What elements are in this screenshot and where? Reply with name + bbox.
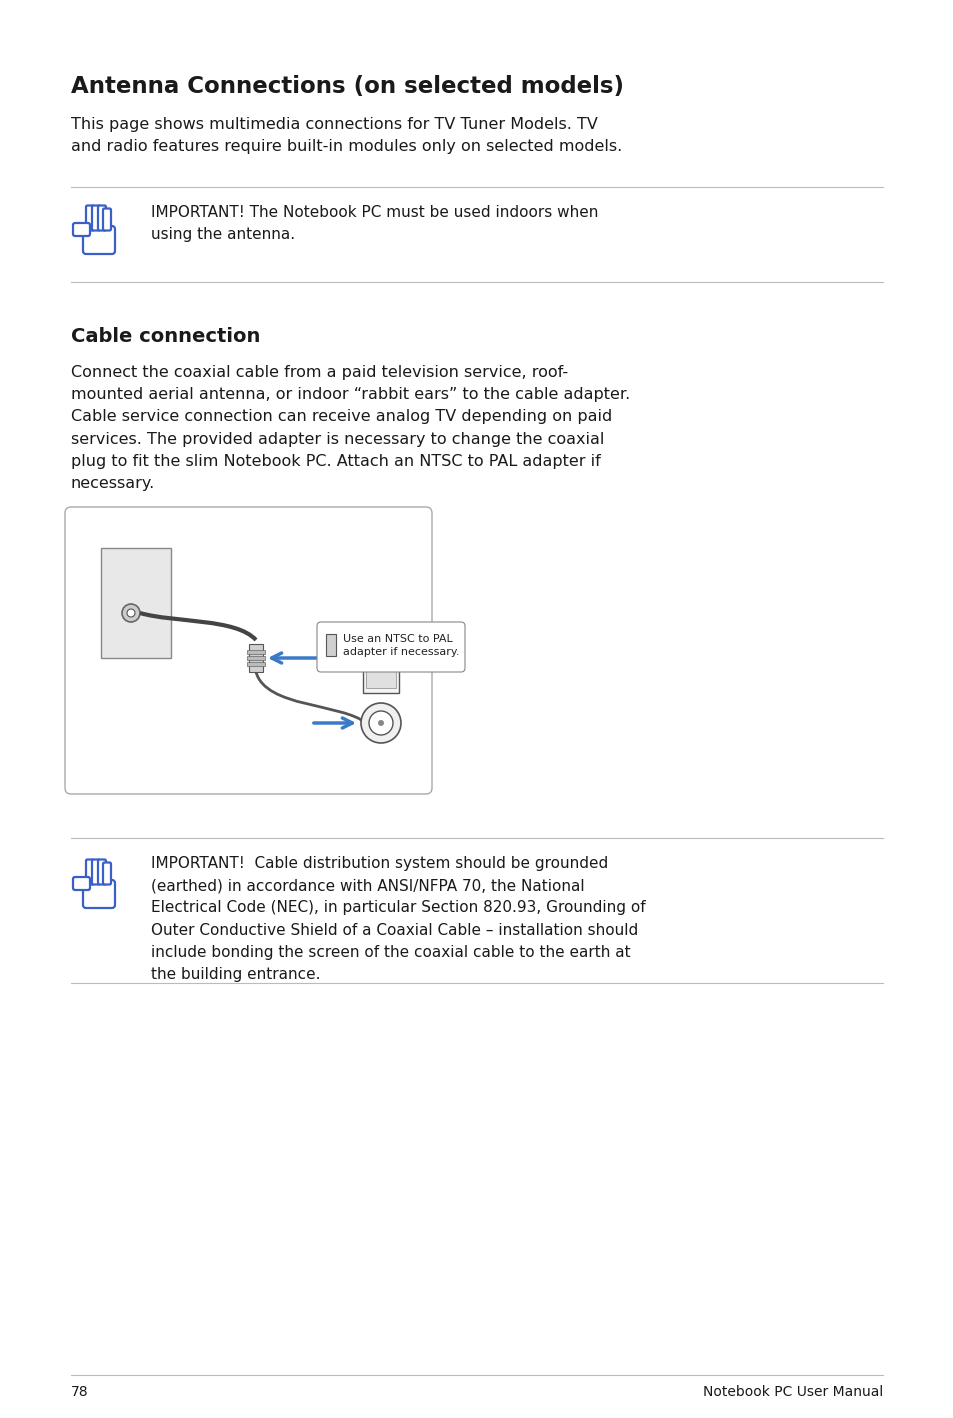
Text: Notebook PC User Manual: Notebook PC User Manual (702, 1385, 882, 1400)
Circle shape (377, 720, 384, 726)
FancyBboxPatch shape (103, 862, 111, 885)
Bar (249, 644, 263, 672)
FancyBboxPatch shape (83, 881, 115, 908)
Bar (326, 634, 335, 657)
FancyBboxPatch shape (73, 223, 90, 235)
Bar (247, 662, 265, 666)
Bar (363, 665, 398, 693)
Text: Connect the coaxial cable from a paid television service, roof-
mounted aerial a: Connect the coaxial cable from a paid te… (71, 364, 630, 491)
FancyBboxPatch shape (98, 206, 106, 231)
Text: Use an NTSC to PAL
adapter if necessary.: Use an NTSC to PAL adapter if necessary. (343, 634, 459, 657)
Bar (366, 668, 395, 688)
Circle shape (122, 604, 140, 623)
FancyBboxPatch shape (83, 225, 115, 254)
Text: IMPORTANT!  Cable distribution system should be grounded
(earthed) in accordance: IMPORTANT! Cable distribution system sho… (151, 856, 645, 983)
Circle shape (369, 710, 393, 735)
FancyBboxPatch shape (91, 859, 100, 885)
FancyBboxPatch shape (86, 206, 94, 231)
FancyBboxPatch shape (98, 859, 106, 885)
Text: This page shows multimedia connections for TV Tuner Models. TV
and radio feature: This page shows multimedia connections f… (71, 118, 621, 155)
FancyBboxPatch shape (65, 508, 432, 794)
Circle shape (360, 703, 400, 743)
Bar (247, 657, 265, 659)
Text: 78: 78 (71, 1385, 89, 1400)
FancyBboxPatch shape (91, 206, 100, 231)
FancyBboxPatch shape (86, 859, 94, 885)
FancyBboxPatch shape (316, 623, 464, 672)
Bar (101, 547, 171, 658)
Bar (247, 649, 265, 654)
Circle shape (127, 608, 135, 617)
FancyBboxPatch shape (103, 208, 111, 231)
Text: IMPORTANT! The Notebook PC must be used indoors when
using the antenna.: IMPORTANT! The Notebook PC must be used … (151, 206, 598, 242)
FancyBboxPatch shape (73, 876, 90, 891)
Text: Cable connection: Cable connection (71, 328, 260, 346)
Text: Antenna Connections (on selected models): Antenna Connections (on selected models) (71, 75, 623, 98)
